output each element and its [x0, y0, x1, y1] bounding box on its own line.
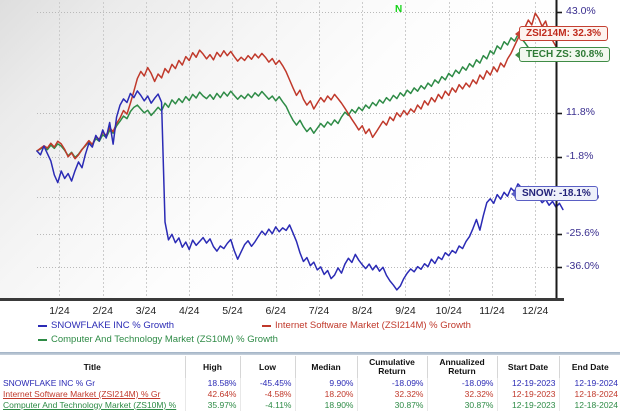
cell-start-date: 12-19-2023: [497, 388, 560, 400]
news-marker-icon[interactable]: N: [395, 4, 403, 15]
x-tick-label: 12/24: [522, 305, 549, 317]
cell-cumulative-return: -18.09%: [357, 378, 428, 389]
legend-label: SNOWFLAKE INC % Growth: [51, 320, 174, 331]
flag-pointer: [515, 50, 520, 59]
chart-legend: SNOWFLAKE INC % Growth Internet Software…: [0, 320, 620, 350]
cell-cumulative-return: 30.87%: [357, 399, 428, 411]
col-header-annualized-line1: Annualized: [439, 357, 485, 368]
plot-background: [0, 0, 560, 298]
cell-title: Internet Software Market (ZSI214M) % Gr: [0, 388, 186, 400]
x-tick-label: 4/24: [179, 305, 200, 317]
y-tick-label: -1.8%: [566, 149, 594, 162]
tech-zs-flag[interactable]: TECH ZS: 30.8%: [515, 47, 611, 62]
y-tick-label: -25.6%: [566, 226, 600, 239]
section-divider: [0, 352, 620, 355]
x-tick-label: 10/24: [435, 305, 462, 317]
col-header-cumulative-return[interactable]: Cumulative Return: [357, 356, 428, 378]
col-header-cumulative-line2: Return: [378, 366, 406, 376]
cell-low: -4.11%: [240, 399, 296, 411]
cell-annualized-return: -18.09%: [427, 378, 498, 389]
legend-item-internet-software[interactable]: Internet Software Market (ZSI214M) % Gro…: [262, 320, 471, 331]
cell-start-date: 12-19-2023: [497, 399, 560, 411]
table-row[interactable]: Computer And Technology Market (ZS10M) %…: [0, 399, 620, 411]
cell-title: SNOWFLAKE INC % Gr: [0, 378, 186, 389]
legend-swatch: [38, 338, 47, 341]
performance-table-element: Title High Low Median Cumulative Return …: [0, 356, 620, 411]
col-header-annualized-return[interactable]: Annualized Return: [427, 356, 498, 378]
col-header-end-date[interactable]: End Date: [559, 356, 620, 378]
cell-median: 9.90%: [295, 378, 358, 389]
legend-label: Internet Software Market (ZSI214M) % Gro…: [275, 320, 471, 331]
cell-title: Computer And Technology Market (ZS10M) %: [0, 399, 186, 411]
col-header-start-date[interactable]: Start Date: [497, 356, 560, 378]
col-header-annualized-line2: Return: [448, 366, 476, 376]
cell-low: -45.45%: [240, 378, 296, 389]
snow-flag-label: SNOW: -18.1%: [522, 188, 591, 199]
legend-item-snowflake[interactable]: SNOWFLAKE INC % Growth: [38, 320, 174, 331]
col-header-title[interactable]: Title: [0, 356, 186, 378]
series-layer: [36, 12, 564, 291]
cell-end-date: 12-18-2024: [574, 388, 618, 399]
x-tick-label: 8/24: [352, 305, 373, 317]
flag-pointer: [515, 29, 520, 38]
performance-table: Title High Low Median Cumulative Return …: [0, 356, 620, 411]
snow-flag[interactable]: SNOW: -18.1%: [511, 186, 598, 201]
col-header-cumulative-line1: Cumulative: [369, 357, 415, 368]
col-header-low[interactable]: Low: [240, 356, 296, 378]
zsi214m-flag[interactable]: ZSI214M: 32.3%: [515, 26, 609, 41]
x-tick-label: 6/24: [265, 305, 286, 317]
table-header: Title High Low Median Cumulative Return …: [0, 356, 620, 378]
cell-median: 18.20%: [295, 388, 358, 400]
cell-start-date: 12-19-2023: [497, 378, 560, 389]
table-row[interactable]: SNOWFLAKE INC % Gr 18.58% -45.45% 9.90% -18.…: [0, 378, 620, 389]
x-tick-label: 5/24: [222, 305, 243, 317]
x-tick-label: 7/24: [308, 305, 330, 317]
cell-high: 35.97%: [185, 399, 241, 411]
cell-cumulative-return: 32.32%: [357, 388, 428, 400]
cell-high: 42.64%: [185, 388, 241, 400]
x-tick-label: 9/24: [395, 305, 416, 317]
legend-swatch: [262, 324, 271, 327]
y-tick-label: 11.8%: [566, 105, 595, 118]
y-tick-label: 43.0%: [566, 5, 596, 17]
cell-annualized-return: 32.32%: [427, 388, 498, 400]
cell-end-date: 12-19-2024: [574, 378, 618, 388]
tech-zs-flag-label: TECH ZS: 30.8%: [526, 49, 604, 60]
legend-item-computer-technology[interactable]: Computer And Technology Market (ZS10M) %…: [38, 334, 278, 345]
x-tick-label: 3/24: [135, 305, 157, 317]
cell-median: 18.90%: [295, 399, 358, 411]
legend-label: Computer And Technology Market (ZS10M) %…: [51, 334, 278, 345]
x-tick-label: 1/24: [49, 305, 70, 317]
cell-end-date: 12-18-2024: [574, 399, 618, 410]
zsi214m-flag-label: ZSI214M: 32.3%: [526, 28, 602, 39]
cell-high: 18.58%: [185, 378, 241, 389]
col-header-high[interactable]: High: [185, 356, 241, 378]
cell-low: -4.58%: [240, 388, 296, 400]
chart-region: 43.0%11.8%-1.8%-14.3%-25.6%-36.0% 1/242/…: [0, 0, 611, 317]
x-tick-label: 2/24: [92, 305, 113, 317]
flag-pointer: [511, 189, 516, 198]
x-tick-label: 11/24: [479, 305, 505, 317]
cell-annualized-return: 30.87%: [427, 399, 498, 411]
table-header-row: Title High Low Median Cumulative Return …: [0, 356, 620, 378]
table-row[interactable]: Internet Software Market (ZSI214M) % Gr 4…: [0, 388, 620, 400]
legend-swatch: [38, 324, 47, 327]
table-body: SNOWFLAKE INC % Gr 18.58% -45.45% 9.90% -18.…: [0, 378, 620, 411]
y-tick-label: -36.0%: [566, 260, 600, 273]
col-header-median[interactable]: Median: [295, 356, 358, 378]
